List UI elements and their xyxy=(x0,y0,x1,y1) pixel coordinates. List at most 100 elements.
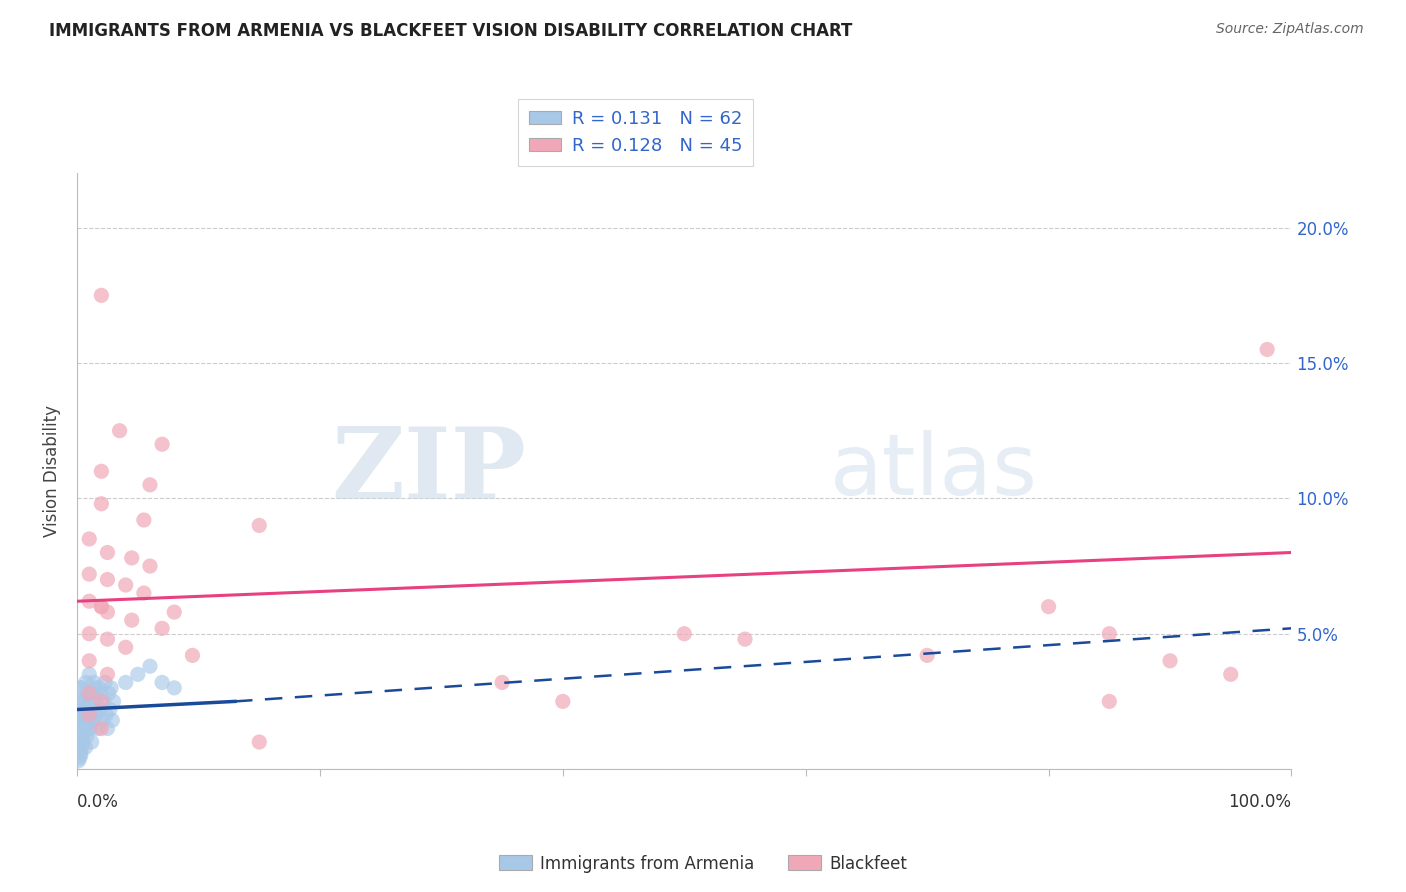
Point xyxy=(96,708,118,723)
Point xyxy=(108,424,131,438)
Point xyxy=(69,746,91,760)
Point xyxy=(1098,694,1121,708)
Point xyxy=(69,714,91,728)
Point xyxy=(114,578,136,592)
Point xyxy=(69,702,91,716)
Point xyxy=(83,675,105,690)
Point xyxy=(77,694,100,708)
Point xyxy=(82,686,104,700)
Point xyxy=(150,675,173,690)
Point xyxy=(127,667,149,681)
Point xyxy=(77,532,100,546)
Point xyxy=(70,740,93,755)
Point xyxy=(67,754,90,768)
Point xyxy=(163,681,186,695)
Point xyxy=(76,730,98,744)
Point xyxy=(72,735,94,749)
Text: ZIP: ZIP xyxy=(332,423,526,520)
Point xyxy=(101,714,124,728)
Point xyxy=(84,681,107,695)
Point xyxy=(96,545,118,559)
Text: atlas: atlas xyxy=(830,430,1038,513)
Point xyxy=(96,605,118,619)
Point xyxy=(69,751,91,765)
Point xyxy=(75,675,97,690)
Point xyxy=(97,686,120,700)
Point xyxy=(673,626,696,640)
Point xyxy=(96,722,118,736)
Legend: Immigrants from Armenia, Blackfeet: Immigrants from Armenia, Blackfeet xyxy=(492,848,914,880)
Point xyxy=(75,740,97,755)
Point xyxy=(86,708,108,723)
Point xyxy=(94,675,117,690)
Point xyxy=(69,748,91,763)
Point xyxy=(96,632,118,647)
Point xyxy=(1256,343,1278,357)
Point xyxy=(90,722,112,736)
Point xyxy=(96,667,118,681)
Point xyxy=(67,740,90,755)
Text: Source: ZipAtlas.com: Source: ZipAtlas.com xyxy=(1216,22,1364,37)
Point xyxy=(87,681,110,695)
Point xyxy=(491,675,513,690)
Point xyxy=(73,708,96,723)
Point xyxy=(77,722,100,736)
Point xyxy=(1098,626,1121,640)
Point xyxy=(73,694,96,708)
Point xyxy=(139,478,162,492)
Point xyxy=(77,567,100,582)
Text: IMMIGRANTS FROM ARMENIA VS BLACKFEET VISION DISABILITY CORRELATION CHART: IMMIGRANTS FROM ARMENIA VS BLACKFEET VIS… xyxy=(49,22,852,40)
Point xyxy=(150,437,173,451)
Point xyxy=(80,714,103,728)
Point xyxy=(67,722,90,736)
Point xyxy=(87,722,110,736)
Point xyxy=(915,648,938,663)
Point xyxy=(100,681,122,695)
Point xyxy=(734,632,756,647)
Point xyxy=(67,708,90,723)
Point xyxy=(114,640,136,655)
Point xyxy=(132,586,155,600)
Point xyxy=(70,730,93,744)
Point xyxy=(93,694,115,708)
Point xyxy=(79,722,101,736)
Point xyxy=(67,730,90,744)
Text: 0.0%: 0.0% xyxy=(77,793,120,811)
Point xyxy=(150,621,173,635)
Point xyxy=(80,735,103,749)
Point xyxy=(77,708,100,723)
Point xyxy=(114,675,136,690)
Point xyxy=(247,735,270,749)
Point xyxy=(90,464,112,478)
Point xyxy=(1038,599,1060,614)
Point xyxy=(1219,667,1241,681)
Point xyxy=(91,714,114,728)
Point xyxy=(69,708,91,723)
Point xyxy=(90,599,112,614)
Point xyxy=(121,613,143,627)
Legend: R = 0.131   N = 62, R = 0.128   N = 45: R = 0.131 N = 62, R = 0.128 N = 45 xyxy=(517,99,754,166)
Point xyxy=(72,722,94,736)
Point xyxy=(1159,654,1181,668)
Point xyxy=(76,686,98,700)
Point xyxy=(83,702,105,716)
Point xyxy=(90,686,112,700)
Point xyxy=(77,654,100,668)
Point xyxy=(247,518,270,533)
Point xyxy=(69,694,91,708)
Point xyxy=(96,573,118,587)
Point xyxy=(90,288,112,302)
Point xyxy=(90,497,112,511)
Point xyxy=(90,694,112,708)
Point xyxy=(77,667,100,681)
Point xyxy=(139,559,162,574)
Point xyxy=(98,702,121,716)
Point xyxy=(132,513,155,527)
Point xyxy=(77,594,100,608)
Point xyxy=(84,694,107,708)
Point xyxy=(73,722,96,736)
Y-axis label: Vision Disability: Vision Disability xyxy=(44,405,60,537)
Point xyxy=(551,694,574,708)
Point xyxy=(70,681,93,695)
Point xyxy=(121,550,143,565)
